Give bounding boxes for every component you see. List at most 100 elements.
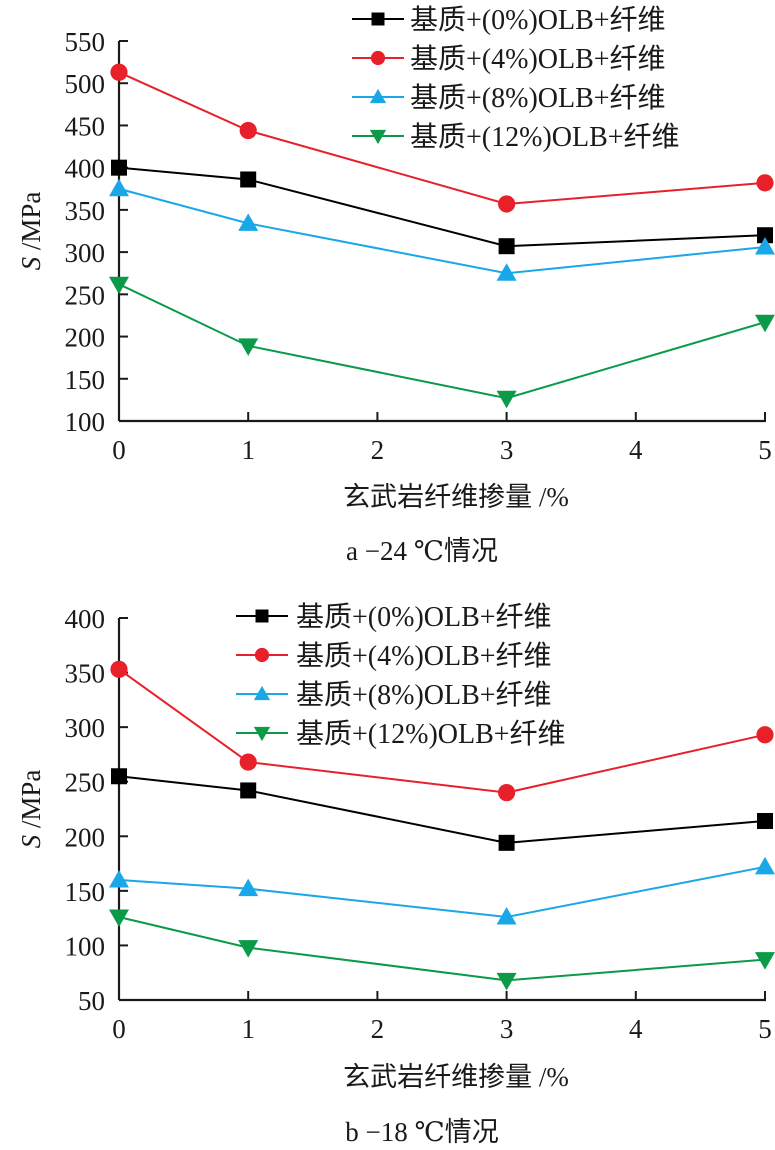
legend-item-2: 基质+(8%)OLB+纤维 [236, 679, 552, 711]
x-tick-label: 3 [500, 1014, 514, 1044]
data-point-series-2 [238, 213, 259, 231]
y-tick-label: 500 [65, 69, 106, 99]
x-tick-label: 0 [112, 435, 126, 465]
y-axis-symbol: S [16, 834, 46, 848]
y-axis-symbol: S [16, 256, 46, 270]
y-tick-label: 50 [78, 986, 105, 1016]
series-line-1 [118, 668, 766, 794]
legend-marker [253, 685, 271, 701]
data-point-series-0 [240, 171, 257, 188]
legend-marker [369, 88, 387, 104]
y-tick-label: 200 [65, 822, 106, 852]
legend-marker [255, 609, 269, 623]
series-line-0 [118, 775, 766, 844]
data-point-series-2 [755, 856, 775, 875]
data-point-series-1 [498, 784, 516, 802]
x-tick-label: 5 [758, 435, 772, 465]
legend-label: 基质+(0%)OLB+纤维 [296, 601, 552, 633]
series-line-1 [118, 71, 766, 205]
x-tick-label: 4 [629, 435, 643, 465]
series-line-3 [118, 916, 766, 982]
data-point-series-3 [238, 940, 259, 958]
chart-panel-a: 100 150 200 250 300 350 400 450 500 550 0 1 2 3 4 5 玄武岩纤… [16, 4, 775, 566]
data-point-series-2 [238, 878, 259, 897]
data-point-series-1 [756, 726, 774, 744]
data-point-series-1 [756, 174, 774, 192]
legend-marker [370, 50, 386, 66]
y-tick-label: 400 [65, 154, 106, 184]
data-point-series-3 [109, 909, 129, 928]
x-tick-label: 4 [629, 1014, 643, 1044]
y-tick-label: 400 [65, 604, 106, 634]
data-point-series-0 [757, 227, 773, 244]
x-tick-label: 2 [371, 435, 385, 465]
y-tick-label: 100 [65, 931, 106, 961]
series-line-3 [118, 283, 766, 400]
legend-marker [253, 726, 271, 742]
y-tick-label: 350 [65, 196, 106, 226]
y-tick-label: 300 [65, 238, 106, 268]
y-tick-label: 150 [65, 877, 106, 907]
data-point-series-0 [111, 159, 127, 176]
y-tick-label: 250 [65, 768, 106, 798]
data-point-series-1 [498, 195, 516, 213]
y-axis-unit: /MPa [16, 770, 46, 835]
data-point-series-0 [498, 238, 515, 255]
y-tick-label: 550 [65, 27, 106, 57]
chart-caption: b −18 ℃情况 [345, 1117, 498, 1147]
x-tick-label: 3 [500, 435, 514, 465]
legend-label: 基质+(8%)OLB+纤维 [296, 679, 552, 711]
legend-label: 基质+(8%)OLB+纤维 [410, 82, 666, 114]
x-axis-title: 玄武岩纤维掺量 /% [343, 1062, 569, 1092]
legend-label: 基质+(0%)OLB+纤维 [410, 4, 666, 36]
legend-label: 基质+(4%)OLB+纤维 [296, 640, 552, 672]
legend-marker [371, 12, 385, 26]
series-line-2 [118, 865, 766, 919]
data-point-series-1 [110, 660, 128, 678]
data-point-series-0 [111, 768, 127, 785]
x-tick-label: 5 [758, 1014, 772, 1044]
x-tick-label: 0 [112, 1014, 126, 1044]
y-tick-label: 150 [65, 365, 106, 395]
data-point-series-2 [496, 907, 517, 925]
legend-item-3: 基质+(12%)OLB+纤维 [352, 121, 680, 153]
data-point-series-3 [755, 314, 775, 333]
data-point-series-3 [109, 276, 129, 295]
y-axis-unit: /MPa [16, 192, 46, 257]
legend-marker [254, 647, 270, 663]
data-point-series-3 [755, 952, 775, 970]
data-point-series-0 [757, 813, 773, 830]
legend-label: 基质+(12%)OLB+纤维 [296, 718, 566, 750]
data-point-series-1 [239, 121, 257, 140]
data-point-series-3 [496, 972, 517, 991]
legend-item-0: 基质+(0%)OLB+纤维 [352, 4, 666, 36]
x-tick-label: 1 [241, 1014, 255, 1044]
legend-item-1: 基质+(4%)OLB+纤维 [352, 43, 666, 75]
y-tick-label: 250 [65, 280, 106, 310]
legend-item-3: 基质+(12%)OLB+纤维 [236, 718, 566, 750]
series-line-2 [118, 187, 766, 275]
chart-panel-b: 50 100 150 200 250 300 350 400 0 1 2 3 4 5 玄武岩纤维掺量 /% S… [16, 601, 775, 1147]
x-tick-label: 1 [241, 435, 255, 465]
x-tick-label: 2 [371, 1014, 385, 1044]
data-point-series-0 [240, 782, 257, 799]
data-point-series-0 [498, 834, 515, 851]
y-tick-label: 350 [65, 659, 106, 689]
y-tick-label: 100 [65, 407, 106, 437]
data-point-series-1 [110, 63, 128, 81]
y-tick-label: 200 [65, 323, 106, 353]
y-axis-title: S /MPa [16, 192, 46, 271]
legend-item-2: 基质+(8%)OLB+纤维 [352, 82, 666, 114]
chart-caption: a −24 ℃情况 [346, 536, 498, 566]
legend-item-1: 基质+(4%)OLB+纤维 [236, 640, 552, 672]
data-point-series-2 [496, 263, 517, 281]
data-point-series-1 [239, 753, 257, 771]
data-point-series-2 [109, 869, 129, 888]
legend-label: 基质+(4%)OLB+纤维 [410, 43, 666, 75]
y-tick-label: 300 [65, 713, 106, 743]
data-point-series-3 [496, 390, 517, 409]
series-line-0 [118, 166, 766, 248]
y-axis-title: S /MPa [16, 770, 46, 849]
legend-item-0: 基质+(0%)OLB+纤维 [236, 601, 552, 633]
y-tick-label: 450 [65, 111, 106, 141]
